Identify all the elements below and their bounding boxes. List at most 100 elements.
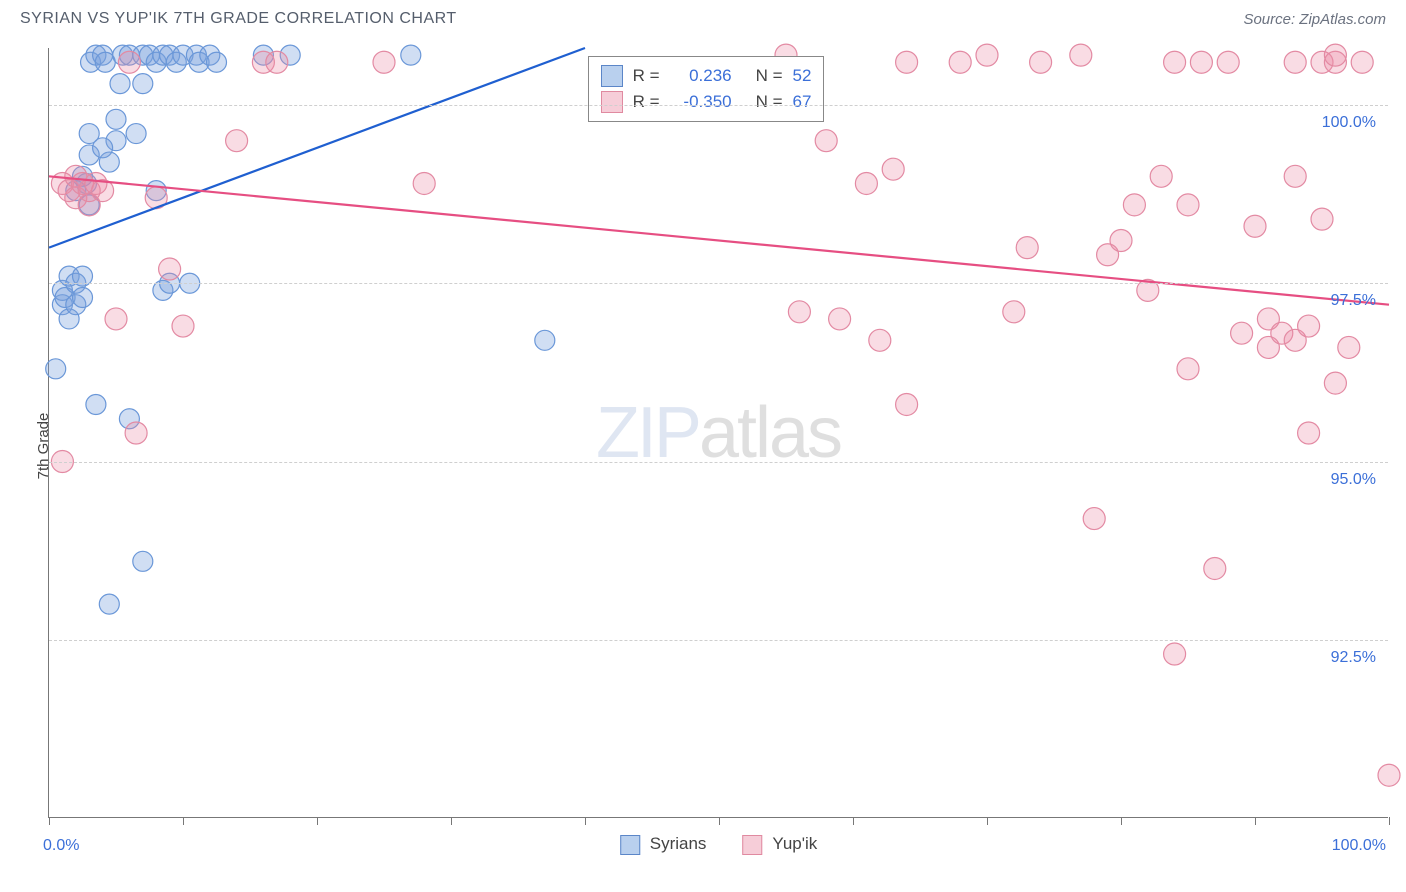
- data-point: [788, 301, 810, 323]
- legend-swatch: [601, 91, 623, 113]
- data-point: [1070, 44, 1092, 66]
- x-tick: [183, 817, 184, 825]
- data-point: [86, 394, 106, 414]
- trend-line: [49, 48, 585, 248]
- data-point: [46, 359, 66, 379]
- legend-r-value: 0.236: [670, 66, 732, 86]
- scatter-svg: [49, 48, 1388, 817]
- data-point: [133, 74, 153, 94]
- legend-label: Syrians: [650, 834, 707, 853]
- gridline: [49, 283, 1388, 284]
- data-point: [1298, 422, 1320, 444]
- legend-swatch: [620, 835, 640, 855]
- legend-n-label: N =: [756, 92, 783, 112]
- data-point: [207, 52, 227, 72]
- data-point: [226, 130, 248, 152]
- chart-source: Source: ZipAtlas.com: [1243, 11, 1386, 28]
- series-legend: Syrians Yup'ik: [620, 834, 818, 855]
- data-point: [159, 258, 181, 280]
- data-point: [1177, 358, 1199, 380]
- legend-swatch: [742, 835, 762, 855]
- data-point: [1324, 372, 1346, 394]
- data-point: [373, 51, 395, 73]
- data-point: [949, 51, 971, 73]
- gridline: [49, 640, 1388, 641]
- data-point: [126, 124, 146, 144]
- data-point: [1298, 315, 1320, 337]
- legend-item: Syrians: [620, 834, 707, 855]
- data-point: [266, 51, 288, 73]
- data-point: [1030, 51, 1052, 73]
- data-point: [535, 330, 555, 350]
- x-axis-label-max: 100.0%: [1332, 837, 1386, 855]
- chart-title: SYRIAN VS YUP'IK 7TH GRADE CORRELATION C…: [20, 10, 457, 28]
- legend-n-value: 52: [793, 66, 812, 86]
- data-point: [1177, 194, 1199, 216]
- data-point: [1311, 208, 1333, 230]
- data-point: [1204, 557, 1226, 579]
- data-point: [125, 422, 147, 444]
- data-point: [1378, 764, 1400, 786]
- data-point: [896, 51, 918, 73]
- data-point: [1284, 165, 1306, 187]
- data-point: [1016, 237, 1038, 259]
- data-point: [1110, 230, 1132, 252]
- data-point: [93, 138, 113, 158]
- data-point: [882, 158, 904, 180]
- data-point: [896, 393, 918, 415]
- data-point: [1164, 643, 1186, 665]
- y-tick-label: 100.0%: [1322, 114, 1376, 132]
- data-point: [855, 172, 877, 194]
- x-tick: [1121, 817, 1122, 825]
- legend-n-value: 67: [793, 92, 812, 112]
- data-point: [1150, 165, 1172, 187]
- y-tick-label: 95.0%: [1331, 471, 1376, 489]
- data-point: [1123, 194, 1145, 216]
- legend-r-value: -0.350: [670, 92, 732, 112]
- data-point: [73, 288, 93, 308]
- legend-label: Yup'ik: [772, 834, 817, 853]
- legend-row: R =-0.350N =67: [601, 89, 812, 115]
- data-point: [1324, 44, 1346, 66]
- data-point: [1083, 508, 1105, 530]
- x-tick: [451, 817, 452, 825]
- x-tick: [317, 817, 318, 825]
- legend-swatch: [601, 65, 623, 87]
- data-point: [118, 51, 140, 73]
- data-point: [413, 172, 435, 194]
- data-point: [110, 74, 130, 94]
- data-point: [1164, 51, 1186, 73]
- data-point: [133, 551, 153, 571]
- data-point: [976, 44, 998, 66]
- data-point: [1351, 51, 1373, 73]
- data-point: [99, 594, 119, 614]
- chart-header: SYRIAN VS YUP'IK 7TH GRADE CORRELATION C…: [0, 0, 1406, 34]
- legend-row: R = 0.236 N = 52: [601, 63, 812, 89]
- x-tick: [49, 817, 50, 825]
- data-point: [869, 329, 891, 351]
- data-point: [172, 315, 194, 337]
- data-point: [829, 308, 851, 330]
- legend-n-label: N =: [756, 66, 783, 86]
- data-point: [1338, 336, 1360, 358]
- chart-plot-area: ZIPatlas R =0.236N =52R =-0.350N =67 0.0…: [48, 48, 1388, 818]
- y-tick-label: 97.5%: [1331, 292, 1376, 310]
- data-point: [1217, 51, 1239, 73]
- data-point: [1003, 301, 1025, 323]
- data-point: [815, 130, 837, 152]
- x-tick: [585, 817, 586, 825]
- x-tick: [719, 817, 720, 825]
- data-point: [1244, 215, 1266, 237]
- x-tick: [1255, 817, 1256, 825]
- x-tick: [987, 817, 988, 825]
- data-point: [1231, 322, 1253, 344]
- data-point: [105, 308, 127, 330]
- x-tick: [853, 817, 854, 825]
- x-axis-label-min: 0.0%: [43, 837, 79, 855]
- data-point: [106, 109, 126, 129]
- y-tick-label: 92.5%: [1331, 649, 1376, 667]
- correlation-legend: R = 0.236 N = 52R = -0.350 N = 67: [588, 56, 825, 122]
- x-tick: [1389, 817, 1390, 825]
- gridline: [49, 105, 1388, 106]
- legend-r-label: R =: [633, 66, 660, 86]
